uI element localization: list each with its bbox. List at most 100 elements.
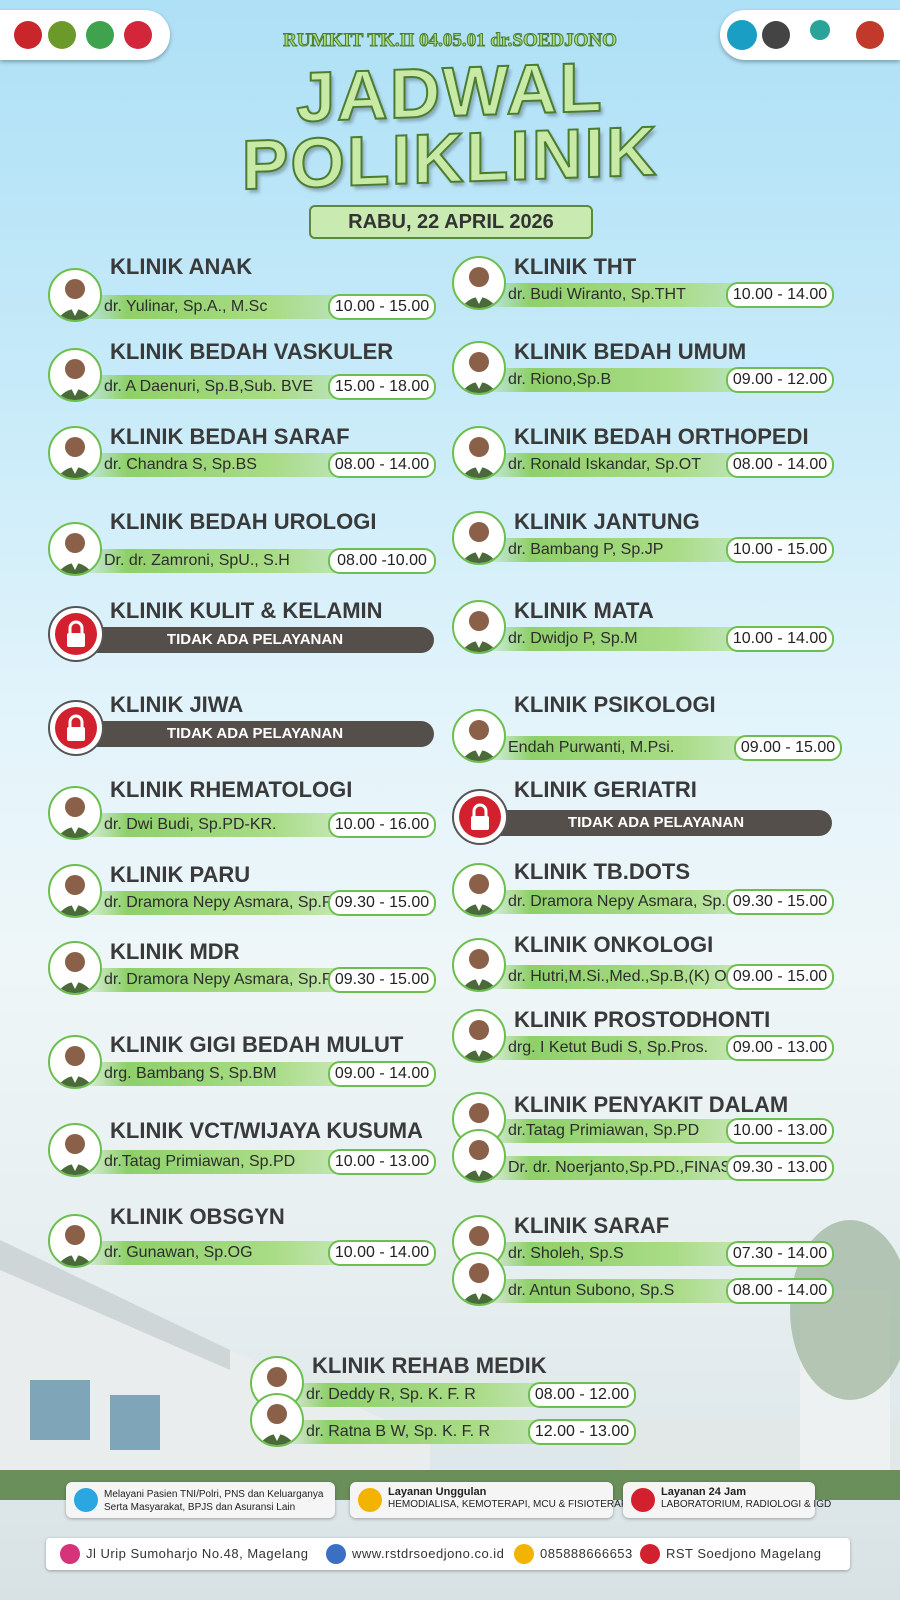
clinic-name: KLINIK REHAB MEDIK: [312, 1353, 547, 1378]
doctor-photo: [452, 341, 506, 395]
clinic-name: KLINIK THT: [514, 254, 637, 279]
doctor-name: dr. Antun Subono, Sp.S: [508, 1282, 675, 1299]
practice-hours: 10.00 - 13.00: [328, 1149, 436, 1175]
practice-hours: 09.00 - 15.00: [726, 964, 834, 990]
doctor-photo: [452, 426, 506, 480]
practice-hours: 09.30 - 15.00: [726, 889, 834, 915]
clinic-name: KLINIK PARU: [110, 862, 251, 887]
service-box: Melayani Pasien TNI/Polri, PNS dan Kelua…: [66, 1482, 335, 1518]
practice-hours: 09.00 - 12.00: [726, 367, 834, 393]
practice-hours: 07.30 - 14.00: [726, 1241, 834, 1267]
clinic-name: KLINIK RHEMATOLOGI: [110, 777, 353, 802]
practice-hours: 09.30 - 13.00: [726, 1155, 834, 1181]
doctor-name: dr. Riono,Sp.B: [508, 371, 612, 388]
service-text: HEMODIALISA, KEMOTERAPI, MCU & FISIOTERA…: [388, 1499, 631, 1510]
clinic-name: KLINIK TB.DOTS: [514, 859, 690, 884]
service-text: Serta Masyarakat, BPJS dan Asuransi Lain: [104, 1502, 296, 1513]
doctor-photo: [452, 511, 506, 565]
practice-hours: 09.30 - 15.00: [328, 967, 436, 993]
doctor-photo: [48, 268, 102, 322]
clinic-name: KLINIK KULIT & KELAMIN: [110, 598, 383, 623]
practice-hours: 10.00 - 15.00: [726, 537, 834, 563]
doctor-photo: [48, 426, 102, 480]
doctor-name: dr. Ronald Iskandar, Sp.OT: [508, 456, 701, 473]
service-title: Layanan Unggulan: [388, 1486, 487, 1498]
doctor-photo: [48, 1123, 102, 1177]
doctor-name: dr.Tatag Primiawan, Sp.PD: [508, 1122, 700, 1139]
closed-banner: TIDAK ADA PELAYANAN: [76, 627, 434, 653]
logo-strip-left: [0, 10, 170, 60]
doctor-name: dr. Dwidjo P, Sp.M: [508, 630, 638, 647]
lock-icon: [48, 700, 104, 756]
doctor-photo: [48, 348, 102, 402]
contact-icon: [514, 1544, 534, 1564]
contact-icon: [326, 1544, 346, 1564]
clinic-name: KLINIK BEDAH ORTHOPEDI: [514, 424, 809, 449]
clinic-name: KLINIK GERIATRI: [514, 777, 697, 802]
doctor-photo: [452, 600, 506, 654]
practice-hours: 08.00 - 12.00: [528, 1382, 636, 1408]
clinic-name: KLINIK ONKOLOGI: [514, 932, 714, 957]
practice-hours: 09.00 - 14.00: [328, 1061, 436, 1087]
doctor-photo: [452, 256, 506, 310]
doctor-name: dr. Yulinar, Sp.A., M.Sc: [104, 298, 268, 315]
doctor-photo: [48, 1035, 102, 1089]
doctor-photo: [452, 1009, 506, 1063]
doctor-name: Dr. dr. Noerjanto,Sp.PD.,FINASIM: [508, 1159, 749, 1176]
doctor-name: dr. Gunawan, Sp.OG: [104, 1244, 253, 1261]
closed-banner: TIDAK ADA PELAYANAN: [480, 810, 832, 836]
doctor-name: dr. Dramora Nepy Asmara, Sp.P: [508, 893, 737, 910]
clinic-name: KLINIK JANTUNG: [514, 509, 700, 534]
clinic-name: KLINIK BEDAH UROLOGI: [110, 509, 377, 534]
contact-text: Jl Urip Sumoharjo No.48, Magelang: [86, 1546, 309, 1561]
practice-hours: 10.00 - 14.00: [328, 1240, 436, 1266]
hospital-name: RUMKIT TK.II 04.05.01 dr.SOEDJONO: [283, 30, 618, 52]
contact-bar: Jl Urip Sumoharjo No.48, Magelang www.rst…: [46, 1538, 850, 1570]
doctor-photo: [48, 522, 102, 576]
contact-icon: [60, 1544, 80, 1564]
clinic-name: KLINIK ANAK: [110, 254, 253, 279]
doctor-photo: [48, 1214, 102, 1268]
clinic-name: KLINIK OBSGYN: [110, 1204, 285, 1229]
practice-hours: 08.00 - 14.00: [726, 452, 834, 478]
doctor-photo: [452, 863, 506, 917]
practice-hours: 08.00 - 14.00: [328, 452, 436, 478]
doctor-name: dr. Hutri,M.Si.,Med.,Sp.B,(K) Onk: [508, 968, 744, 985]
date-badge: RABU, 22 APRIL 2026: [309, 205, 593, 239]
contact-text[interactable]: www.rstdrsoedjono.co.id: [352, 1546, 505, 1561]
doctor-photo: [48, 786, 102, 840]
doctor-name: dr. Dwi Budi, Sp.PD-KR.: [104, 816, 277, 833]
doctor-photo: [250, 1393, 304, 1447]
doctor-name: drg. I Ketut Budi S, Sp.Pros.: [508, 1039, 709, 1056]
service-box: Layanan Unggulan HEMODIALISA, KEMOTERAPI,…: [350, 1482, 630, 1518]
doctor-name: dr. Deddy R, Sp. K. F. R: [306, 1386, 476, 1403]
clinic-name: KLINIK BEDAH VASKULER: [110, 339, 394, 364]
service-icon: [74, 1488, 98, 1512]
clinic-name: KLINIK GIGI BEDAH MULUT: [110, 1032, 404, 1057]
doctor-photo: [452, 1129, 506, 1183]
doctor-photo: [48, 864, 102, 918]
contact-text: 085888666653: [540, 1546, 633, 1561]
practice-hours: 10.00 - 14.00: [726, 282, 834, 308]
clinic-name: KLINIK MATA: [514, 598, 654, 623]
doctor-photo: [452, 938, 506, 992]
practice-hours: 10.00 - 14.00: [726, 626, 834, 652]
clinic-name: KLINIK BEDAH SARAF: [110, 424, 350, 449]
clinic-name: KLINIK PSIKOLOGI: [514, 692, 716, 717]
service-title: Layanan 24 Jam: [661, 1486, 746, 1498]
clinic-name: KLINIK PENYAKIT DALAM: [514, 1092, 789, 1117]
practice-hours: 09.30 - 15.00: [328, 890, 436, 916]
doctor-name: dr.Tatag Primiawan, Sp.PD: [104, 1153, 296, 1170]
doctor-photo: [452, 1252, 506, 1306]
clinic-name: KLINIK MDR: [110, 939, 240, 964]
doctor-name: dr. Sholeh, Sp.S: [508, 1245, 624, 1262]
practice-hours: 15.00 - 18.00: [328, 374, 436, 400]
doctor-photo: [452, 709, 506, 763]
service-text: Melayani Pasien TNI/Polri, PNS dan Kelua…: [104, 1489, 324, 1500]
practice-hours: 09.00 - 15.00: [734, 735, 842, 761]
practice-hours: 10.00 - 16.00: [328, 812, 436, 838]
closed-banner: TIDAK ADA PELAYANAN: [76, 721, 434, 747]
doctor-name: dr. Dramora Nepy Asmara, Sp.P: [104, 971, 333, 988]
practice-hours: 12.00 - 13.00: [528, 1419, 636, 1445]
